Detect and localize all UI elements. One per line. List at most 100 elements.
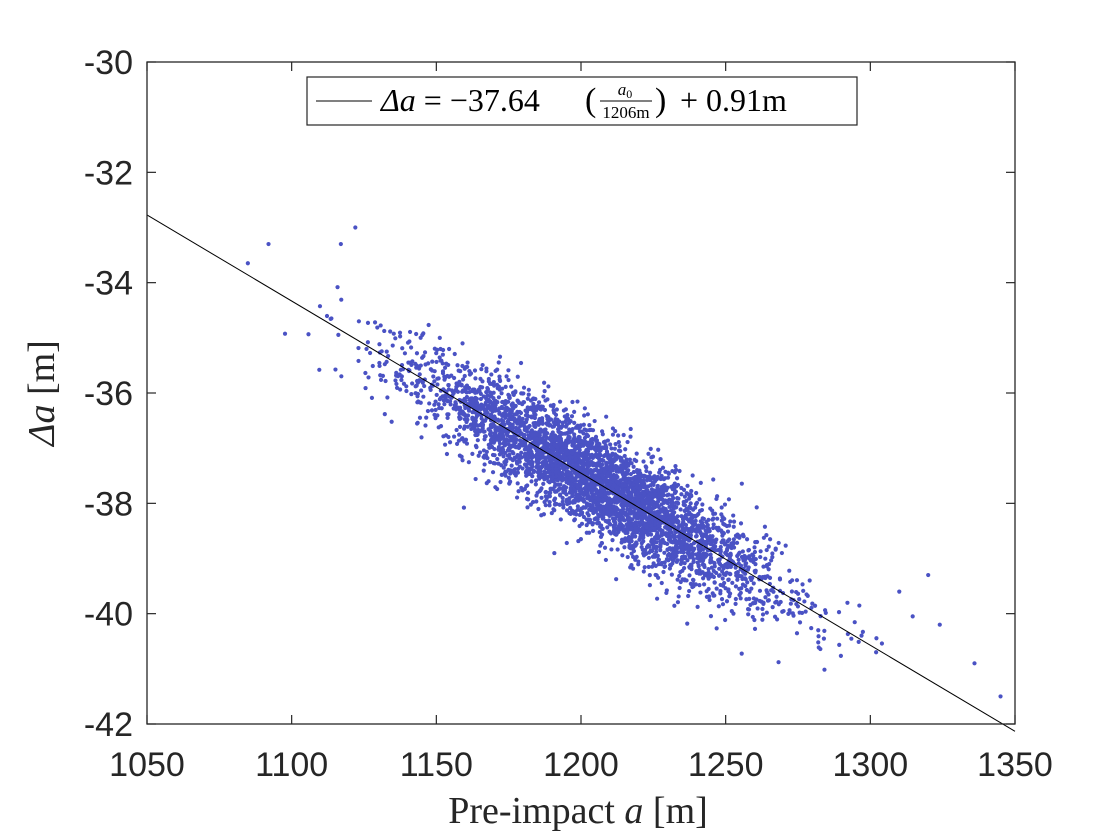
y-tick-label: -42	[84, 706, 133, 744]
scatter-point	[545, 397, 550, 402]
scatter-point	[634, 451, 639, 456]
scatter-point	[546, 469, 552, 475]
scatter-point	[532, 423, 537, 428]
scatter-point	[554, 501, 559, 507]
scatter-point	[607, 460, 613, 465]
scatter-point	[701, 525, 706, 530]
scatter-point	[822, 628, 827, 634]
scatter-point	[535, 490, 540, 495]
scatter-point	[682, 494, 688, 499]
scatter-point	[677, 573, 682, 579]
scatter-point	[666, 558, 671, 563]
scatter-point	[515, 419, 521, 424]
scatter-point	[749, 586, 754, 591]
scatter-point	[564, 451, 569, 456]
scatter-point	[405, 340, 411, 345]
scatter-point	[434, 347, 440, 352]
scatter-point	[725, 529, 731, 534]
scatter-point	[739, 651, 744, 656]
scatter-point	[457, 424, 463, 429]
scatter-point	[720, 569, 725, 574]
scatter-point	[467, 389, 472, 395]
scatter-point	[740, 576, 745, 582]
scatter-point	[727, 544, 732, 549]
scatter-point	[788, 601, 793, 606]
scatter-point	[399, 377, 404, 383]
scatter-point	[680, 547, 685, 552]
scatter-point	[515, 470, 521, 475]
scatter-point	[495, 367, 500, 372]
scatter-point	[635, 469, 640, 475]
scatter-point	[533, 482, 538, 487]
scatter-point	[687, 519, 692, 524]
scatter-point	[500, 445, 505, 451]
scatter-point	[497, 354, 503, 359]
scatter-point	[398, 334, 403, 339]
scatter-point	[671, 518, 676, 523]
scatter-point	[597, 507, 602, 512]
scatter-point	[714, 525, 719, 530]
scatter-point	[369, 395, 375, 400]
scatter-point	[479, 367, 484, 372]
scatter-point	[390, 343, 395, 348]
scatter-point	[636, 559, 641, 564]
scatter-point	[470, 387, 475, 393]
scatter-point	[587, 507, 592, 512]
scatter-point	[442, 402, 447, 407]
scatter-point	[484, 366, 489, 371]
x-tick-label: 1150	[400, 746, 473, 784]
scatter-point	[536, 506, 541, 512]
scatter-point	[686, 538, 692, 543]
scatter-point	[622, 545, 627, 550]
scatter-point	[475, 438, 480, 443]
scatter-point	[545, 417, 550, 422]
scatter-point	[637, 522, 643, 528]
scatter-point	[708, 552, 713, 557]
scatter-point	[491, 434, 496, 439]
scatter-point	[391, 331, 396, 336]
scatter-point	[641, 459, 646, 464]
scatter-point	[602, 511, 607, 516]
scatter-point	[597, 530, 602, 535]
scatter-point	[675, 482, 681, 488]
scatter-point	[622, 483, 627, 488]
scatter-point	[688, 492, 694, 498]
scatter-point	[550, 424, 555, 429]
scatter-point	[527, 466, 532, 471]
scatter-point	[745, 567, 751, 572]
scatter-point	[621, 473, 626, 478]
scatter-point	[590, 503, 595, 508]
scatter-point	[502, 471, 507, 476]
scatter-point	[534, 408, 539, 413]
scatter-point	[685, 558, 690, 563]
scatter-point	[430, 359, 435, 364]
scatter-point	[498, 436, 504, 441]
scatter-point	[597, 492, 602, 497]
scatter-point	[656, 562, 661, 567]
scatter-point	[593, 454, 599, 459]
scatter-point	[668, 508, 674, 513]
scatter-point	[612, 475, 617, 480]
scatter-point	[640, 535, 645, 540]
scatter-point	[335, 285, 340, 290]
scatter-point	[597, 514, 602, 519]
scatter-point	[711, 516, 716, 521]
scatter-point	[489, 437, 494, 442]
scatter-point	[699, 531, 704, 536]
scatter-point	[767, 575, 773, 580]
scatter-point	[509, 384, 514, 389]
scatter-point	[537, 433, 542, 438]
scatter-point	[539, 495, 544, 500]
scatter-point	[579, 476, 584, 481]
scatter-point	[596, 472, 601, 477]
scatter-point	[700, 520, 705, 525]
scatter-point	[641, 569, 646, 574]
scatter-point	[432, 412, 437, 417]
scatter-point	[458, 416, 463, 421]
scatter-point	[586, 446, 591, 451]
scatter-point	[633, 526, 638, 531]
scatter-point	[738, 590, 743, 595]
scatter-point	[766, 567, 771, 572]
scatter-point	[768, 537, 773, 542]
scatter-point	[797, 610, 802, 615]
